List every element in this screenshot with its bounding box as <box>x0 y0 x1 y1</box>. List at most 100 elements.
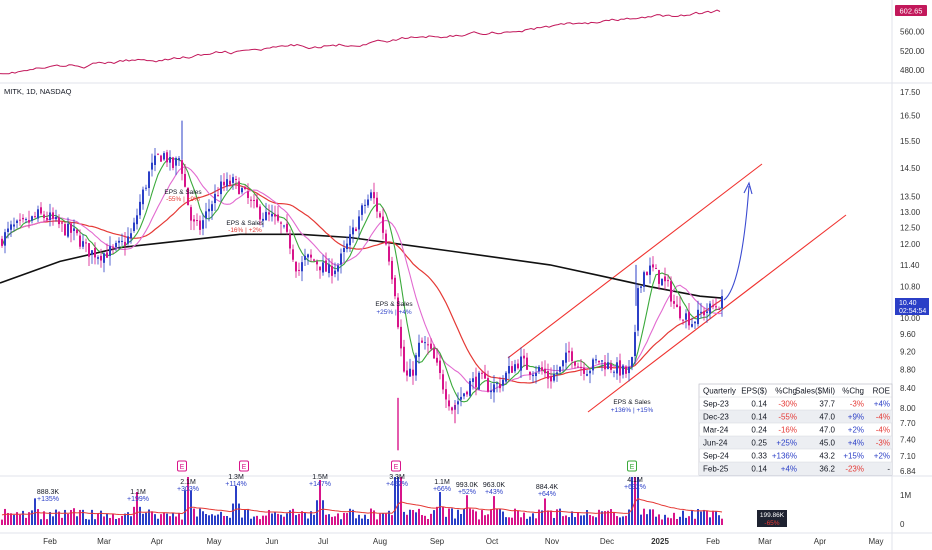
volume-bar <box>592 516 594 525</box>
volume-bar <box>121 515 123 525</box>
price-tick-label: 8.80 <box>900 365 916 374</box>
table-cell: +2% <box>848 426 864 435</box>
volume-bar <box>520 517 522 525</box>
time-tick-label: Apr <box>814 537 827 546</box>
candle-body <box>145 187 147 189</box>
candle-body <box>643 272 645 287</box>
volume-bar <box>613 512 615 525</box>
volume-bar <box>277 513 279 525</box>
volume-bar <box>52 516 54 525</box>
svg-text:+452%: +452% <box>386 481 408 488</box>
volume-bar <box>712 510 714 525</box>
index-pane: 560.00 520.00 480.00 602.65 <box>0 5 927 75</box>
volume-bar <box>202 511 204 525</box>
volume-bar <box>385 513 387 525</box>
volume-bar <box>253 516 255 525</box>
price-tick-label: 7.10 <box>900 452 916 461</box>
candle-body <box>397 297 399 328</box>
table-cell: +4% <box>874 400 890 409</box>
price-tick-label: 17.50 <box>900 88 921 97</box>
candle-body <box>457 401 459 405</box>
earnings-marker[interactable]: E <box>391 460 401 472</box>
price-tick-label: 14.50 <box>900 164 921 173</box>
table-cell: Mar-24 <box>703 426 729 435</box>
volume-bar <box>88 519 90 525</box>
volume-bar <box>394 477 396 525</box>
volume-bar <box>292 508 294 525</box>
candle-body <box>484 372 486 379</box>
candle-body <box>34 216 36 218</box>
candle-body <box>130 233 132 239</box>
volume-pane: 888.3K+135%1.1M+199%2.1M+303%1.3M+114%1.… <box>1 474 911 529</box>
candle-body <box>10 224 12 230</box>
table-header-cell: %Chg <box>775 387 797 396</box>
candle-body <box>700 311 702 313</box>
volume-bar <box>61 517 63 525</box>
candle-body <box>403 346 405 372</box>
volume-bar <box>196 516 198 525</box>
volume-bar <box>289 510 291 525</box>
candle-body <box>352 227 354 235</box>
candle-body <box>565 352 567 363</box>
svg-text:E: E <box>630 464 635 471</box>
candle-body <box>688 311 690 326</box>
candle-body <box>391 260 393 280</box>
volume-bar <box>376 519 378 525</box>
candle-body <box>229 180 231 185</box>
candle-body <box>166 152 168 163</box>
candle-body <box>556 372 558 375</box>
volume-bar <box>544 498 546 525</box>
candle-body <box>664 276 666 282</box>
candle-body <box>307 254 309 258</box>
candle-body <box>694 321 696 324</box>
candle-body <box>7 228 9 232</box>
volume-bar <box>139 506 141 525</box>
earnings-marker[interactable]: E <box>239 460 249 472</box>
candle-body <box>217 195 219 197</box>
volume-bar <box>481 510 483 525</box>
volume-bar <box>358 514 360 525</box>
volume-bar <box>694 518 696 525</box>
volume-bar <box>217 514 219 525</box>
candle-body <box>394 277 396 297</box>
candle-body <box>502 379 504 386</box>
volume-bar <box>652 509 654 525</box>
volume-bar <box>67 513 69 525</box>
last-volume: 199.86K <box>760 512 785 519</box>
earnings-marker[interactable]: E <box>627 460 637 472</box>
time-tick-label: Apr <box>151 537 164 546</box>
volume-bar <box>235 486 237 525</box>
svg-text:EPS & Sales: EPS & Sales <box>226 220 264 227</box>
time-axis: Feb Mar Apr May Jun Jul Aug Sep Oct Nov Dec 2025 Feb… <box>43 537 883 546</box>
volume-bar <box>586 510 588 525</box>
candle-body <box>268 212 270 215</box>
volume-bar <box>214 515 216 525</box>
candle-body <box>499 383 501 389</box>
candle-body <box>280 222 282 224</box>
candle-body <box>142 189 144 205</box>
last-volume-box <box>757 510 787 527</box>
volume-bar <box>49 512 51 525</box>
time-tick-label: May <box>868 537 883 546</box>
candle-body <box>487 378 489 392</box>
volume-bar <box>658 514 660 525</box>
volume-bar <box>583 515 585 525</box>
candle-body <box>199 220 201 230</box>
volume-bar <box>298 513 300 525</box>
volume-bar <box>175 516 177 525</box>
candle-body <box>508 366 510 374</box>
earnings-markers[interactable]: EEEEE <box>177 460 733 472</box>
table-cell: +15% <box>843 452 864 461</box>
earnings-marker[interactable]: E <box>177 460 187 472</box>
candle-body <box>709 303 711 314</box>
svg-text:E: E <box>242 464 247 471</box>
volume-bar <box>265 515 267 525</box>
candle-body <box>646 272 648 276</box>
volume-bar <box>499 508 501 525</box>
volume-bar <box>370 508 372 525</box>
price-tick-label: 8.00 <box>900 404 916 413</box>
candle-body <box>355 228 357 232</box>
candle-body <box>310 254 312 258</box>
volume-bar <box>268 509 270 525</box>
